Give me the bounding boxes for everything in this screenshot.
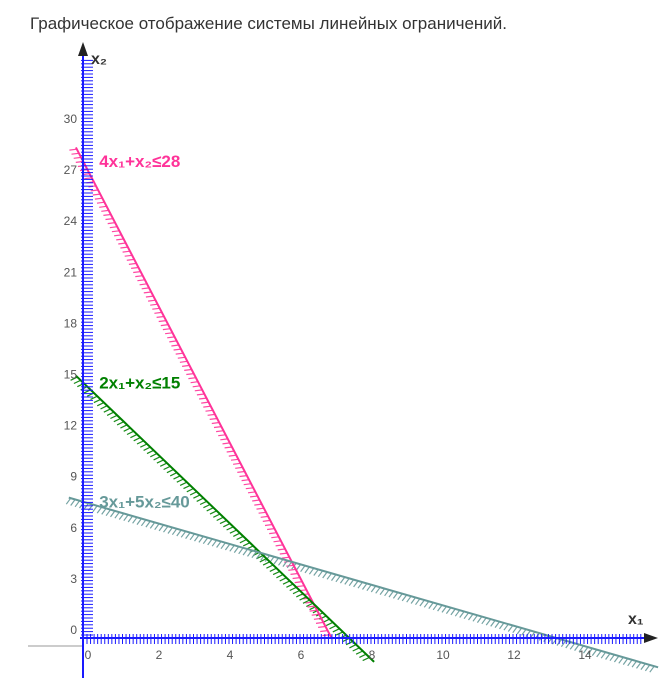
- series-hatch-2: [70, 376, 370, 662]
- series-line-2: [75, 374, 375, 663]
- x-tick-label: 2: [156, 648, 163, 662]
- axes-layer: x₂ x₁: [28, 42, 658, 678]
- series-label-2: 2x₁+x₂≤15: [99, 374, 180, 393]
- x-tick-label: 8: [369, 648, 376, 662]
- series-layer: [68, 146, 659, 669]
- series-hatch-3: [65, 497, 655, 673]
- y-tick-label: 30: [64, 112, 78, 126]
- x-tick-label: 12: [507, 648, 521, 662]
- series-label-3: 3x₁+5x₂≤40: [99, 493, 190, 512]
- y-tick-label: 27: [64, 163, 78, 177]
- series-hatch-1: [69, 148, 330, 637]
- y-axis-label: x₂: [91, 51, 107, 68]
- x-tick-label: 10: [436, 648, 450, 662]
- y-tick-label: 3: [70, 572, 77, 586]
- y-tick-label: 24: [64, 214, 78, 228]
- x-tick-label: 14: [578, 648, 592, 662]
- y-tick-label: 12: [64, 419, 78, 433]
- y-tick-label: 6: [70, 521, 77, 535]
- x-tick-label: 6: [298, 648, 305, 662]
- y-tick-label: 18: [64, 316, 78, 330]
- page-title: Графическое отображение системы линейных…: [30, 14, 508, 33]
- x-tick-label: 4: [227, 648, 234, 662]
- y-tick-label: 21: [64, 265, 78, 279]
- x-axis-label: x₁: [628, 611, 644, 628]
- y-axis-arrow-icon: [78, 42, 88, 56]
- series-line-1: [75, 146, 333, 639]
- x-axis-arrow-icon: [644, 633, 658, 643]
- hatch-layer: [65, 148, 655, 673]
- series-line-3: [68, 496, 659, 669]
- x-tick-label: 0: [85, 648, 92, 662]
- series-label-1: 4x₁+x₂≤28: [99, 152, 180, 171]
- y-tick-label: 9: [70, 470, 77, 484]
- y-tick-label: 0: [70, 623, 77, 637]
- y-tick-label: 15: [64, 368, 78, 382]
- label-layer: 4x₁+x₂≤28 2x₁+x₂≤15 3x₁+5x₂≤40: [99, 152, 190, 512]
